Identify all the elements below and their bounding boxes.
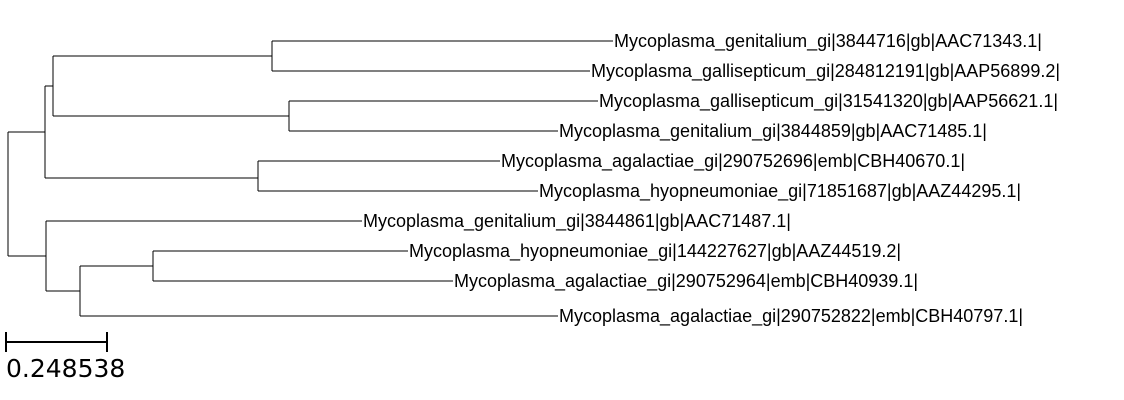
leaf-label: Mycoplasma_gallisepticum_gi|284812191|gb… [591, 61, 1060, 82]
leaf-label: Mycoplasma_genitalium_gi|3844716|gb|AAC7… [614, 31, 1042, 52]
leaf-label: Mycoplasma_agalactiae_gi|290752822|emb|C… [559, 306, 1023, 327]
leaf-label: Mycoplasma_agalactiae_gi|290752964|emb|C… [454, 271, 918, 292]
scale-bar-label: 0.248538 [6, 354, 125, 383]
leaf-label: Mycoplasma_hyopneumoniae_gi|144227627|gb… [409, 241, 901, 262]
leaf-label: Mycoplasma_hyopneumoniae_gi|71851687|gb|… [539, 181, 1021, 202]
scale-bar [5, 332, 108, 352]
leaf-label: Mycoplasma_agalactiae_gi|290752696|emb|C… [501, 151, 965, 172]
leaf-label: Mycoplasma_genitalium_gi|3844859|gb|AAC7… [559, 121, 987, 142]
leaf-label: Mycoplasma_genitalium_gi|3844861|gb|AAC7… [363, 211, 791, 232]
leaf-label: Mycoplasma_gallisepticum_gi|31541320|gb|… [599, 91, 1058, 112]
